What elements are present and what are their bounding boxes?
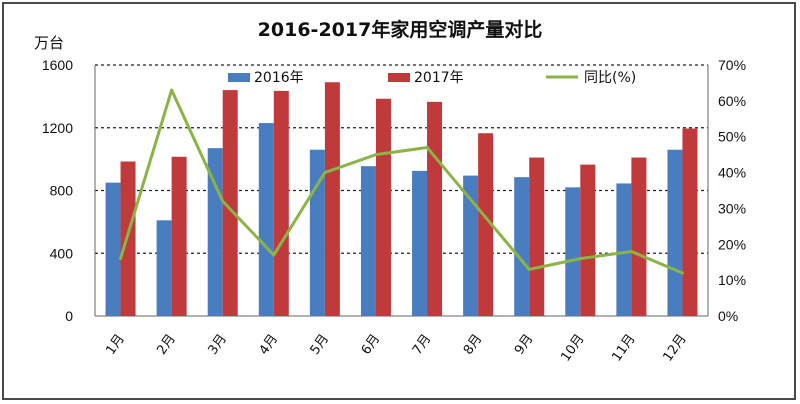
legend-swatch: [388, 73, 410, 82]
bar-2017: [324, 82, 340, 316]
bar-2017: [631, 157, 647, 316]
y-tick-label: 0: [65, 308, 73, 324]
bar-2016: [258, 123, 274, 316]
legend-label: 2017年: [414, 70, 464, 86]
y-tick-label: 1600: [42, 57, 73, 73]
yoy-point: [170, 88, 174, 92]
plot-area: 0 400 800 1200 1600 0% 10% 20% 30% 40% 50% 60% 70% 1月…: [42, 57, 746, 364]
bar-2017: [222, 90, 238, 316]
x-tick-label: 4月: [257, 332, 281, 358]
y2-tick-label: 60%: [718, 93, 746, 109]
legend-label: 同比(%): [584, 70, 636, 86]
x-tick-label: 11月: [609, 332, 638, 365]
x-tick-label: 6月: [359, 332, 383, 358]
yoy-point: [323, 171, 327, 175]
yoy-point: [629, 249, 633, 253]
bar-2016: [463, 175, 479, 316]
y2-tick-label: 10%: [718, 272, 746, 288]
bar-2017: [375, 98, 391, 317]
y2-tick-label: 0%: [718, 308, 738, 324]
bar-2017: [171, 156, 187, 316]
legend-swatch: [228, 73, 250, 82]
y-tick-label: 400: [50, 245, 74, 261]
x-tick-label: 12月: [661, 332, 690, 365]
bar-2016: [412, 170, 428, 316]
bar-2017: [580, 164, 596, 316]
x-tick-label: 2月: [154, 332, 178, 358]
yoy-point: [680, 271, 684, 275]
y2-tick-label: 50%: [718, 129, 746, 145]
x-tick-label: 10月: [558, 332, 587, 365]
bar-2016: [565, 187, 581, 316]
yoy-point: [272, 253, 276, 257]
legend-label: 2016年: [254, 70, 304, 86]
x-tick-label: 1月: [103, 332, 127, 358]
y2-tick-label: 20%: [718, 236, 746, 252]
chart-title: 2016-2017年家用空调产量对比: [258, 18, 543, 41]
y2-tick-label: 70%: [718, 57, 746, 73]
yoy-point: [374, 153, 378, 157]
bar-2017: [478, 133, 494, 316]
bar-2017: [427, 101, 443, 316]
bar-2016: [616, 183, 632, 316]
bar-2017: [273, 90, 289, 317]
x-tick-label: 9月: [512, 332, 536, 358]
bar-2017: [529, 157, 545, 316]
bar-2016: [105, 182, 121, 316]
yoy-point: [221, 199, 225, 203]
x-tick-label: 5月: [308, 332, 332, 358]
yoy-point: [119, 257, 123, 261]
yoy-point: [476, 206, 480, 210]
x-tick-label: 8月: [461, 332, 485, 358]
bar-2016: [360, 166, 376, 316]
x-tick-label: 7月: [410, 332, 434, 358]
bar-2016: [667, 149, 683, 316]
yoy-point: [425, 145, 429, 149]
yoy-point: [527, 267, 531, 271]
y-tick-label: 800: [50, 183, 74, 199]
yoy-growth-line: [119, 88, 684, 275]
bar-2016: [156, 220, 172, 316]
bar-2016: [514, 177, 530, 316]
y2-tick-label: 30%: [718, 200, 746, 216]
bar-2017: [682, 128, 698, 316]
y-axis-unit-label: 万台: [34, 34, 64, 52]
y-tick-label: 1200: [42, 120, 73, 136]
y2-tick-label: 40%: [718, 165, 746, 181]
yoy-point: [578, 257, 582, 261]
x-tick-label: 3月: [205, 332, 229, 358]
